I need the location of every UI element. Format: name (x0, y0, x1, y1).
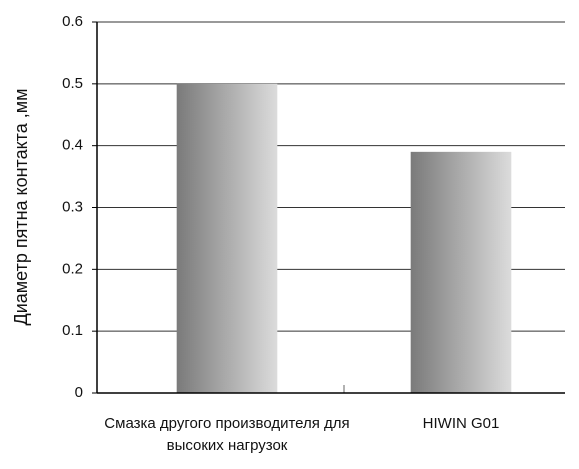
y-tick-label: 0.5 (62, 75, 83, 92)
y-tick-label: 0.4 (62, 137, 83, 154)
y-tick-label: 0.3 (62, 198, 83, 215)
y-tick-label: 0 (75, 384, 83, 401)
y-tick-label: 0.2 (62, 260, 83, 277)
x-tick-label: HIWIN G01 (422, 415, 500, 432)
x-tick-label: Смазка другого производителя для высоких… (104, 415, 350, 454)
y-tick-label: 0.1 (62, 322, 83, 339)
y-tick-label: 0.6 (62, 13, 83, 30)
bar (176, 83, 278, 393)
bar (410, 151, 512, 393)
y-axis-label: Диаметр пятна контакта ,мм (11, 89, 31, 326)
